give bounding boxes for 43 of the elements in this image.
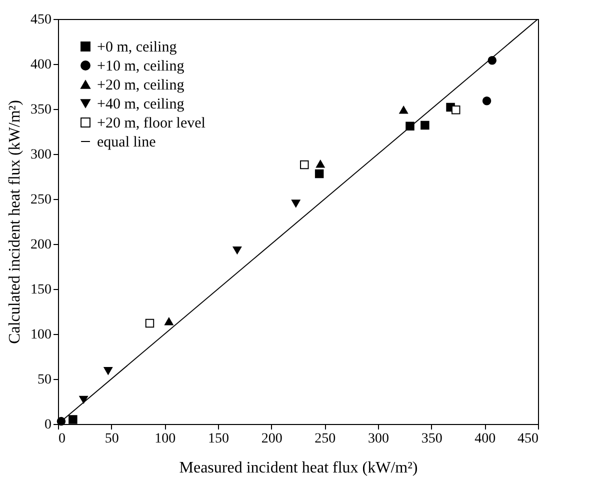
point — [451, 106, 460, 114]
legend-label: +0 m, ceiling — [97, 40, 178, 56]
x-axis-title: Measured incident heat flux (kW/m²) — [179, 460, 418, 476]
point — [104, 367, 113, 375]
y-tick-label: 100 — [30, 328, 52, 342]
point — [164, 318, 174, 326]
legend-label: +10 m, ceiling — [97, 58, 185, 74]
y-tick-label: 300 — [30, 148, 52, 162]
y-axis-title: Calculated incident heat flux (kW/m²) — [6, 100, 24, 344]
y-tick-label: 0 — [44, 418, 52, 432]
legend-label: +40 m, ceiling — [97, 96, 185, 112]
y-tick-label: 450 — [30, 12, 52, 28]
point — [399, 106, 408, 114]
point — [406, 122, 414, 130]
y-tick-label: 250 — [30, 192, 52, 208]
point — [420, 120, 430, 130]
point — [145, 318, 154, 328]
point — [316, 160, 325, 168]
legend-label: +20 m, floor level — [97, 116, 206, 132]
x-tick-label: 300 — [368, 432, 389, 446]
legend-label: +20 m, ceiling — [97, 78, 185, 94]
legend-label: equal line — [97, 134, 156, 150]
y-tick-label: 150 — [30, 282, 52, 298]
x-tick-label: 100 — [154, 432, 176, 446]
x-tick-label: 200 — [261, 432, 282, 446]
point — [232, 246, 242, 254]
x-tick-label: 50 — [104, 432, 119, 446]
y-tick-label: 200 — [30, 238, 52, 252]
point — [314, 169, 324, 178]
x-tick-label: 250 — [314, 432, 336, 446]
y-tick-label: 400 — [30, 58, 52, 72]
point — [300, 160, 309, 170]
x-tick-label: 450 — [518, 432, 538, 446]
x-tick-label: 0 — [58, 432, 66, 446]
x-tick-label: 350 — [421, 432, 442, 446]
point — [79, 396, 88, 404]
point — [482, 96, 492, 106]
point — [291, 200, 300, 208]
point — [68, 415, 78, 424]
x-tick-label: 400 — [474, 432, 496, 446]
y-tick-label: 50 — [38, 372, 52, 388]
y-tick-label: 350 — [30, 102, 52, 118]
x-tick-label: 150 — [208, 432, 229, 446]
